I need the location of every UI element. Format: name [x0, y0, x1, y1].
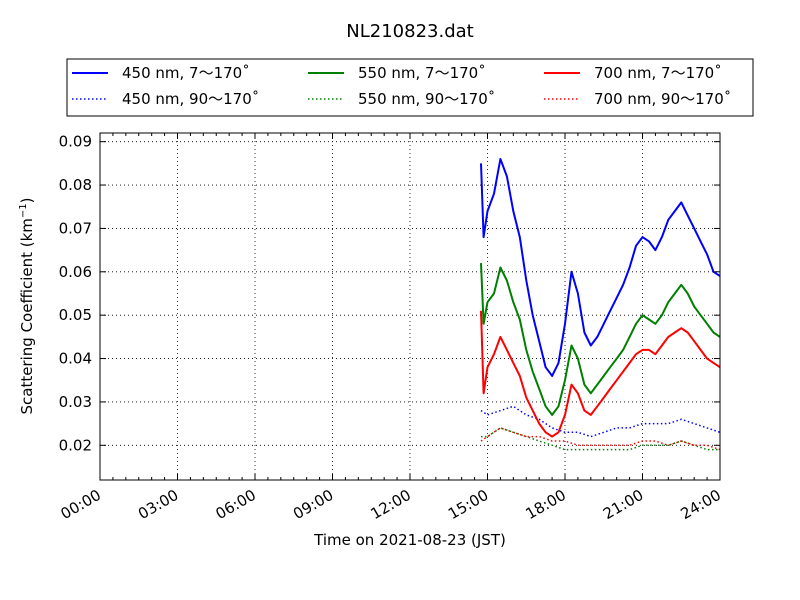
- series-line-6: [480, 427, 721, 451]
- x-tick-label: 12:00: [368, 486, 414, 523]
- legend-label: 550 nm, 7～170˚: [358, 64, 486, 82]
- series-line-3: [480, 263, 721, 416]
- x-axis-label: Time on 2021-08-23 (JST): [313, 531, 506, 549]
- x-tick-label: 15:00: [445, 486, 491, 523]
- axis-ticks: 00:00 03:00 06:00 09:00 12:00 15:00 18:00 21:00…: [58, 133, 724, 523]
- y-tick-label: 0.04: [59, 350, 92, 368]
- series-line-4: [481, 427, 720, 451]
- series-layer: [480, 158, 721, 451]
- series-line-1: [480, 158, 721, 377]
- legend-label: 700 nm, 7～170˚: [594, 64, 722, 82]
- legend-label: 700 nm, 90～170˚: [594, 90, 731, 108]
- x-tick-label: 06:00: [213, 486, 259, 523]
- series-line-2: [480, 405, 721, 438]
- x-tick-label: 18:00: [523, 486, 569, 523]
- x-tick-label: 03:00: [135, 486, 181, 523]
- y-axis-label: Scattering Coefficient (km−1): [18, 197, 36, 414]
- x-tick-label: 24:00: [678, 486, 724, 523]
- y-tick-label: 0.03: [59, 393, 92, 411]
- y-tick-label: 0.07: [59, 219, 92, 237]
- x-tick-label: 00:00: [58, 486, 104, 523]
- y-axis-label-superscript: −1: [18, 203, 29, 218]
- x-tick-label: 21:00: [600, 486, 646, 523]
- y-tick-label: 0.05: [59, 306, 92, 324]
- y-tick-label: 0.09: [59, 133, 92, 151]
- series-line-5: [480, 310, 721, 438]
- chart-title: NL210823.dat: [346, 21, 473, 42]
- legend-label: 450 nm, 7～170˚: [122, 64, 250, 82]
- x-tick-label: 09:00: [290, 486, 336, 523]
- legend: 450 nm, 7～170˚ 450 nm, 90～170˚ 550 nm, 7～1…: [66, 58, 754, 117]
- y-axis-label-end: ): [18, 197, 36, 203]
- y-tick-label: 0.02: [59, 436, 92, 454]
- legend-label: 550 nm, 90～170˚: [358, 90, 495, 108]
- legend-label: 450 nm, 90～170˚: [122, 90, 259, 108]
- y-tick-label: 0.06: [59, 263, 92, 281]
- y-axis-label-main: Scattering Coefficient (km: [18, 218, 36, 414]
- y-tick-label: 0.08: [59, 176, 92, 194]
- legend-box: [66, 58, 754, 117]
